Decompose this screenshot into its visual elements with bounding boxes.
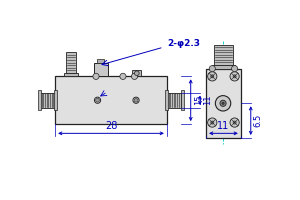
Circle shape — [232, 66, 238, 72]
Text: 15: 15 — [194, 95, 203, 105]
Circle shape — [208, 72, 217, 81]
Bar — [212, 65, 235, 69]
Bar — [165, 90, 168, 110]
Text: 6.5: 6.5 — [254, 114, 263, 127]
Bar — [132, 70, 141, 76]
Circle shape — [208, 118, 217, 127]
Circle shape — [120, 73, 126, 79]
Circle shape — [134, 71, 139, 76]
Bar — [206, 69, 241, 138]
Circle shape — [215, 96, 231, 111]
Circle shape — [94, 97, 100, 103]
Circle shape — [230, 118, 239, 127]
Text: 2-φ2.3: 2-φ2.3 — [167, 39, 200, 48]
Circle shape — [220, 100, 226, 106]
Circle shape — [211, 75, 214, 78]
Text: 11: 11 — [203, 95, 212, 105]
Text: 11: 11 — [217, 121, 230, 131]
Bar — [54, 90, 57, 110]
Bar — [55, 76, 167, 124]
Bar — [94, 62, 108, 76]
Circle shape — [93, 73, 99, 79]
Circle shape — [230, 72, 239, 81]
Circle shape — [96, 98, 100, 102]
Bar — [167, 93, 182, 108]
Bar — [66, 52, 76, 73]
Circle shape — [233, 75, 236, 78]
Bar — [40, 93, 55, 108]
Circle shape — [209, 66, 215, 72]
Bar — [38, 90, 41, 110]
Circle shape — [233, 121, 236, 124]
Bar — [64, 73, 78, 76]
Circle shape — [222, 102, 224, 104]
Circle shape — [134, 98, 138, 102]
Bar — [181, 90, 184, 110]
Bar — [97, 59, 104, 62]
Circle shape — [131, 73, 138, 79]
Circle shape — [211, 121, 214, 124]
Text: 28: 28 — [105, 121, 117, 131]
Bar — [214, 45, 233, 65]
Circle shape — [133, 97, 139, 103]
